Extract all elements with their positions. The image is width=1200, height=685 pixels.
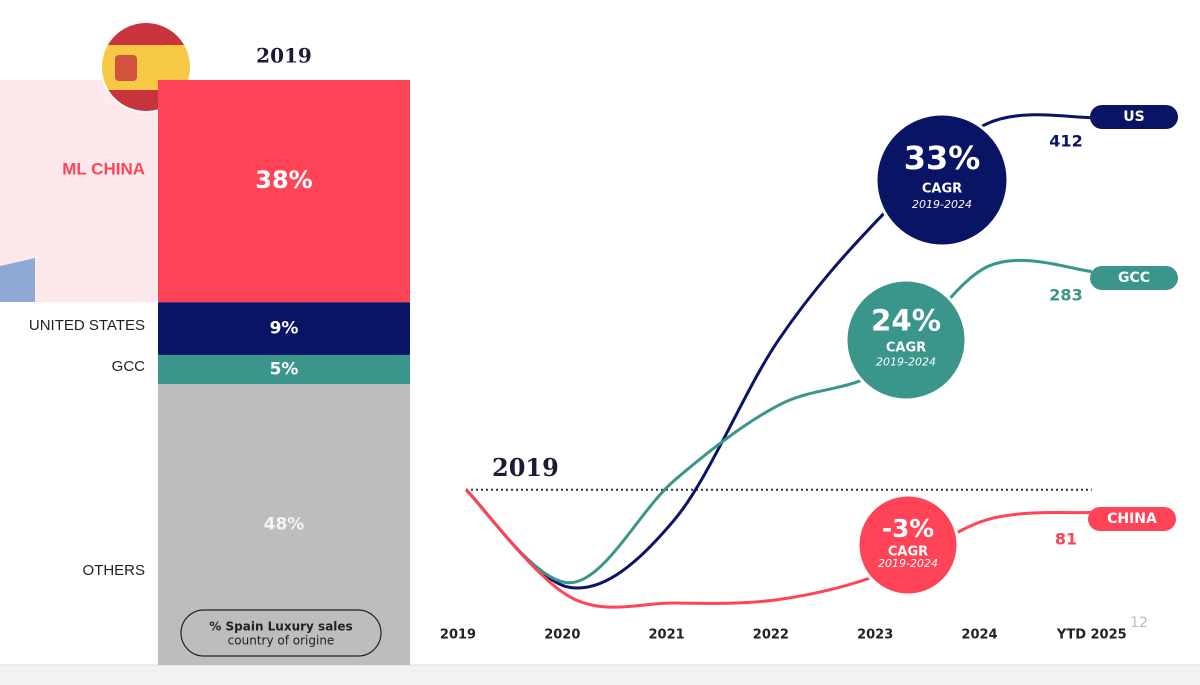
note-subtitle: country of origine (228, 634, 335, 648)
note-box (180, 609, 382, 657)
legend-label: ML CHINA (62, 159, 145, 178)
baseline-label: 2019 (492, 453, 559, 482)
series-pill (1090, 105, 1178, 129)
cagr-bubble (874, 112, 1010, 248)
flag-border (100, 21, 192, 113)
end-value-label: 283 (1049, 286, 1082, 305)
bar-segment (158, 80, 410, 303)
x-tick-label: YTD 2025 (1056, 628, 1127, 643)
line-series (464, 258, 1092, 585)
x-tick-label: 2022 (753, 628, 789, 643)
x-tick-label: 2020 (544, 628, 580, 643)
cagr-value: 33% (904, 139, 981, 177)
photo-detail (0, 258, 35, 302)
bar-segment (158, 384, 410, 665)
series-pill (1090, 266, 1178, 290)
x-tick-label: 2019 (440, 628, 476, 643)
page-number: 12 (1130, 615, 1148, 631)
end-value-label: 412 (1049, 132, 1082, 151)
bar-segment (158, 302, 410, 355)
bar-value-label: 5% (270, 360, 299, 380)
legend-label: CHINA (1107, 511, 1157, 527)
cagr-period: 2019-2024 (878, 557, 938, 570)
bar-value-label: 9% (270, 319, 299, 339)
footer-strip (0, 665, 1200, 685)
note-title: % Spain Luxury sales (209, 620, 352, 634)
legend-label: UNITED STATES (29, 317, 145, 334)
cagr-period: 2019-2024 (912, 198, 972, 211)
cagr-value: 24% (871, 303, 941, 337)
bar-value-label: 48% (264, 515, 305, 535)
cagr-text: CAGR (888, 544, 928, 559)
cagr-bubble (856, 493, 960, 597)
cagr-text: CAGR (922, 182, 962, 197)
bar-segment (158, 354, 410, 385)
series-pill (1088, 507, 1176, 531)
spain-flag (101, 22, 191, 112)
line-series (464, 488, 1092, 609)
bar-value-label: 38% (255, 166, 312, 194)
cagr-text: CAGR (886, 341, 926, 356)
legend-label: US (1123, 109, 1144, 125)
cagr-bubble (844, 278, 968, 402)
end-value-label: 81 (1055, 530, 1077, 549)
legend-label: GCC (1118, 270, 1150, 286)
x-tick-label: 2023 (857, 628, 893, 643)
cagr-period: 2019-2024 (876, 356, 936, 369)
legend-label: OTHERS (82, 562, 145, 579)
cagr-value: -3% (882, 514, 934, 543)
x-tick-label: 2024 (961, 628, 997, 643)
bar-category-label: 2019 (256, 44, 312, 68)
legend-label: GCC (112, 358, 146, 375)
x-tick-label: 2021 (649, 628, 685, 643)
